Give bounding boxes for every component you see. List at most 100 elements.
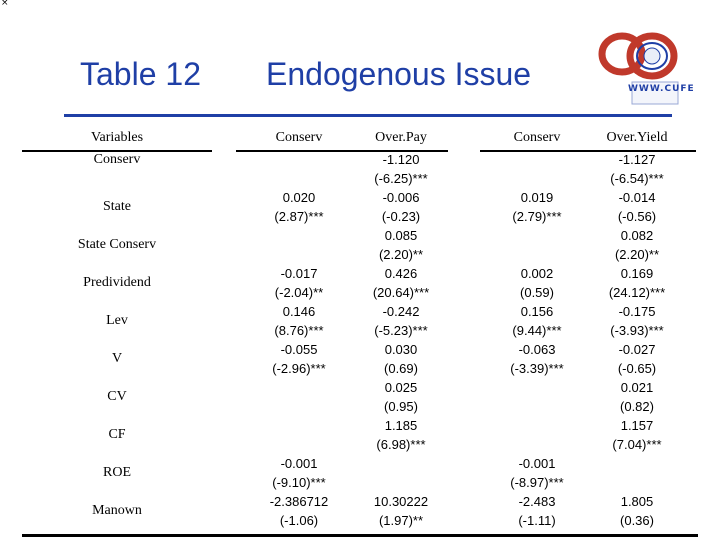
header-conserv-2: Conserv bbox=[513, 130, 561, 145]
cell: 0.002 bbox=[520, 266, 554, 281]
cell: (6.98)*** bbox=[376, 437, 426, 452]
variables-column: Conserv State State Conserv Predividend … bbox=[62, 150, 172, 530]
cell: (20.64)*** bbox=[372, 285, 430, 300]
cell: -0.027 bbox=[618, 342, 656, 357]
cell: (7.04)*** bbox=[612, 437, 662, 452]
cell: 0.030 bbox=[384, 342, 418, 357]
column-conserv-1: 0.020 (2.87)*** -0.017 (-2.04)** 0.146 (… bbox=[244, 150, 354, 530]
cell: 0.020 bbox=[282, 190, 316, 205]
cell bbox=[482, 416, 592, 435]
title-underline bbox=[64, 114, 672, 117]
cell: (-2.04)** bbox=[274, 285, 324, 300]
cell: -2.386712 bbox=[269, 494, 329, 509]
cell: 10.30222 bbox=[373, 494, 429, 509]
cell: 0.021 bbox=[620, 380, 654, 395]
cell: (2.87)*** bbox=[274, 209, 324, 224]
cell bbox=[482, 226, 592, 245]
cell: -1.127 bbox=[618, 152, 656, 167]
variable-label: CV bbox=[107, 389, 127, 404]
cell: (2.20)** bbox=[614, 247, 660, 262]
cell: (8.76)*** bbox=[274, 323, 324, 338]
cell: 0.085 bbox=[384, 228, 418, 243]
variable-label: Manown bbox=[92, 503, 142, 518]
header-variables: Variables bbox=[90, 130, 144, 145]
cell: (-2.96)*** bbox=[272, 361, 326, 376]
cell: (9.44)*** bbox=[512, 323, 562, 338]
cell: (24.12)*** bbox=[608, 285, 666, 300]
header-rule-model-1 bbox=[236, 150, 448, 152]
cell: (-0.23) bbox=[381, 209, 421, 224]
cell: -2.483 bbox=[518, 494, 556, 509]
cell bbox=[346, 473, 456, 492]
cell: (0.69) bbox=[384, 361, 418, 376]
cell: (-3.39)*** bbox=[510, 361, 564, 376]
table-bottom-rule bbox=[22, 534, 698, 537]
cell: (-5.23)*** bbox=[374, 323, 428, 338]
cell bbox=[482, 245, 592, 264]
cell bbox=[346, 454, 456, 473]
cell: (0.95) bbox=[384, 399, 418, 414]
cell bbox=[244, 416, 354, 435]
cell bbox=[582, 454, 692, 473]
cell: -1.120 bbox=[382, 152, 420, 167]
logo-caption: WWW.CUFE bbox=[628, 84, 695, 94]
cell: (-0.56) bbox=[617, 209, 657, 224]
cell bbox=[244, 150, 354, 169]
header-over-yield: Over.Yield bbox=[606, 130, 668, 145]
cell: 0.156 bbox=[520, 304, 554, 319]
cell: (-3.93)*** bbox=[610, 323, 664, 338]
cell: 0.146 bbox=[282, 304, 316, 319]
cell: -0.014 bbox=[618, 190, 656, 205]
cell: 0.426 bbox=[384, 266, 418, 281]
university-logo: WWW.CUFE bbox=[598, 26, 695, 106]
cell: (2.20)** bbox=[378, 247, 424, 262]
cell: (0.59) bbox=[520, 285, 554, 300]
cell: (-9.10)*** bbox=[272, 475, 326, 490]
header-over-pay: Over.Pay bbox=[375, 130, 427, 145]
cell: 1.157 bbox=[620, 418, 654, 433]
cell bbox=[244, 378, 354, 397]
cell: (2.79)*** bbox=[512, 209, 562, 224]
cell bbox=[482, 397, 592, 416]
cell bbox=[244, 169, 354, 188]
cell: -0.242 bbox=[382, 304, 420, 319]
cell: 0.082 bbox=[620, 228, 654, 243]
table-title: Endogenous Issue bbox=[266, 56, 532, 92]
corner-mark: × bbox=[1, 0, 9, 8]
cell bbox=[482, 435, 592, 454]
column-over-yield: -1.127 (-6.54)*** -0.014 (-0.56) 0.082 (… bbox=[582, 150, 692, 530]
variable-label: Lev bbox=[106, 313, 128, 328]
cell: -0.175 bbox=[618, 304, 656, 319]
variable-label: State Conserv bbox=[77, 237, 157, 252]
header-conserv-1: Conserv bbox=[275, 130, 323, 145]
variable-label: CF bbox=[108, 427, 126, 442]
cell bbox=[244, 397, 354, 416]
cell: (1.97)** bbox=[378, 513, 424, 528]
cell: 1.185 bbox=[384, 418, 418, 433]
cell: 0.169 bbox=[620, 266, 654, 281]
cell bbox=[244, 435, 354, 454]
cell: 0.025 bbox=[384, 380, 418, 395]
cell: -0.063 bbox=[518, 342, 556, 357]
cell bbox=[244, 226, 354, 245]
cell: (0.82) bbox=[620, 399, 654, 414]
cell bbox=[482, 150, 592, 169]
header-rule-model-2 bbox=[480, 150, 696, 152]
cell bbox=[482, 378, 592, 397]
cell: -0.001 bbox=[518, 456, 556, 471]
cell bbox=[244, 245, 354, 264]
cell: -0.017 bbox=[280, 266, 318, 281]
header-rule-variables bbox=[22, 150, 212, 152]
cell: (-8.97)*** bbox=[510, 475, 564, 490]
cell: (-0.65) bbox=[617, 361, 657, 376]
cell: -0.001 bbox=[280, 456, 318, 471]
variable-label: Conserv bbox=[93, 152, 141, 167]
cell: -0.006 bbox=[382, 190, 420, 205]
variable-label: V bbox=[111, 351, 123, 366]
table-number-title: Table 12 bbox=[80, 56, 201, 92]
cell bbox=[582, 473, 692, 492]
column-conserv-2: 0.019 (2.79)*** 0.002 (0.59) 0.156 (9.44… bbox=[482, 150, 592, 530]
cell: 1.805 bbox=[620, 494, 654, 509]
cell: (-6.54)*** bbox=[610, 171, 664, 186]
cell: (0.36) bbox=[620, 513, 654, 528]
